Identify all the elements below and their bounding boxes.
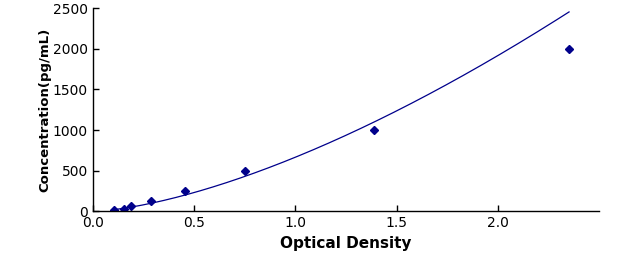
Y-axis label: Concentration(pg/mL): Concentration(pg/mL) (38, 28, 51, 192)
X-axis label: Optical Density: Optical Density (281, 236, 412, 251)
